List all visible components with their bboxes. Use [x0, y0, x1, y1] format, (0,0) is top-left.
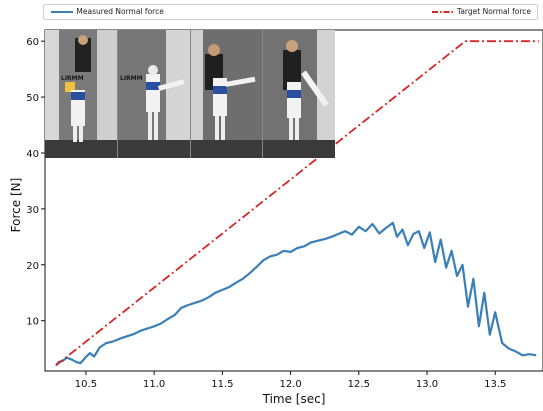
legend-swatch-measured — [51, 11, 73, 13]
x-tick-label: 12.0 — [279, 379, 301, 390]
x-tick-label: 11.0 — [143, 379, 165, 390]
y-tick-label: 60 — [26, 37, 39, 48]
x-tick-label: 10.5 — [75, 379, 97, 390]
y-tick-label: 20 — [26, 261, 39, 272]
x-tick-label: 12.5 — [348, 379, 370, 390]
lirmm-logo: LIRMM — [61, 75, 84, 82]
robot-photo-2: LIRMM — [117, 30, 191, 158]
robot-photo-3 — [190, 30, 264, 158]
robot-photo-strip: LIRMM LIRMM — [45, 30, 335, 158]
measured-force-line — [55, 221, 537, 367]
y-tick-label: 40 — [26, 149, 39, 160]
x-tick-label: 11.5 — [211, 379, 233, 390]
legend: Measured Normal force Target Normal forc… — [43, 4, 538, 20]
y-tick-label: 50 — [26, 93, 39, 104]
robot-photo-4 — [263, 30, 335, 158]
x-axis-label: Time [sec] — [262, 392, 326, 406]
lirmm-logo: LIRMM — [120, 75, 143, 82]
y-axis-label: Force [N] — [9, 178, 23, 233]
y-tick-label: 10 — [26, 317, 39, 328]
target-force-line — [55, 40, 539, 367]
x-tick-label: 13.5 — [484, 379, 506, 390]
legend-label-measured: Measured Normal force — [76, 7, 164, 16]
x-tick-label: 13.0 — [416, 379, 438, 390]
legend-swatch-target — [431, 11, 454, 13]
legend-item-target: Target Normal force — [431, 7, 531, 16]
y-tick-label: 30 — [26, 205, 39, 216]
robot-photo-1: LIRMM — [45, 30, 118, 158]
legend-label-target: Target Normal force — [457, 7, 531, 16]
legend-item-measured: Measured Normal force — [50, 7, 164, 16]
